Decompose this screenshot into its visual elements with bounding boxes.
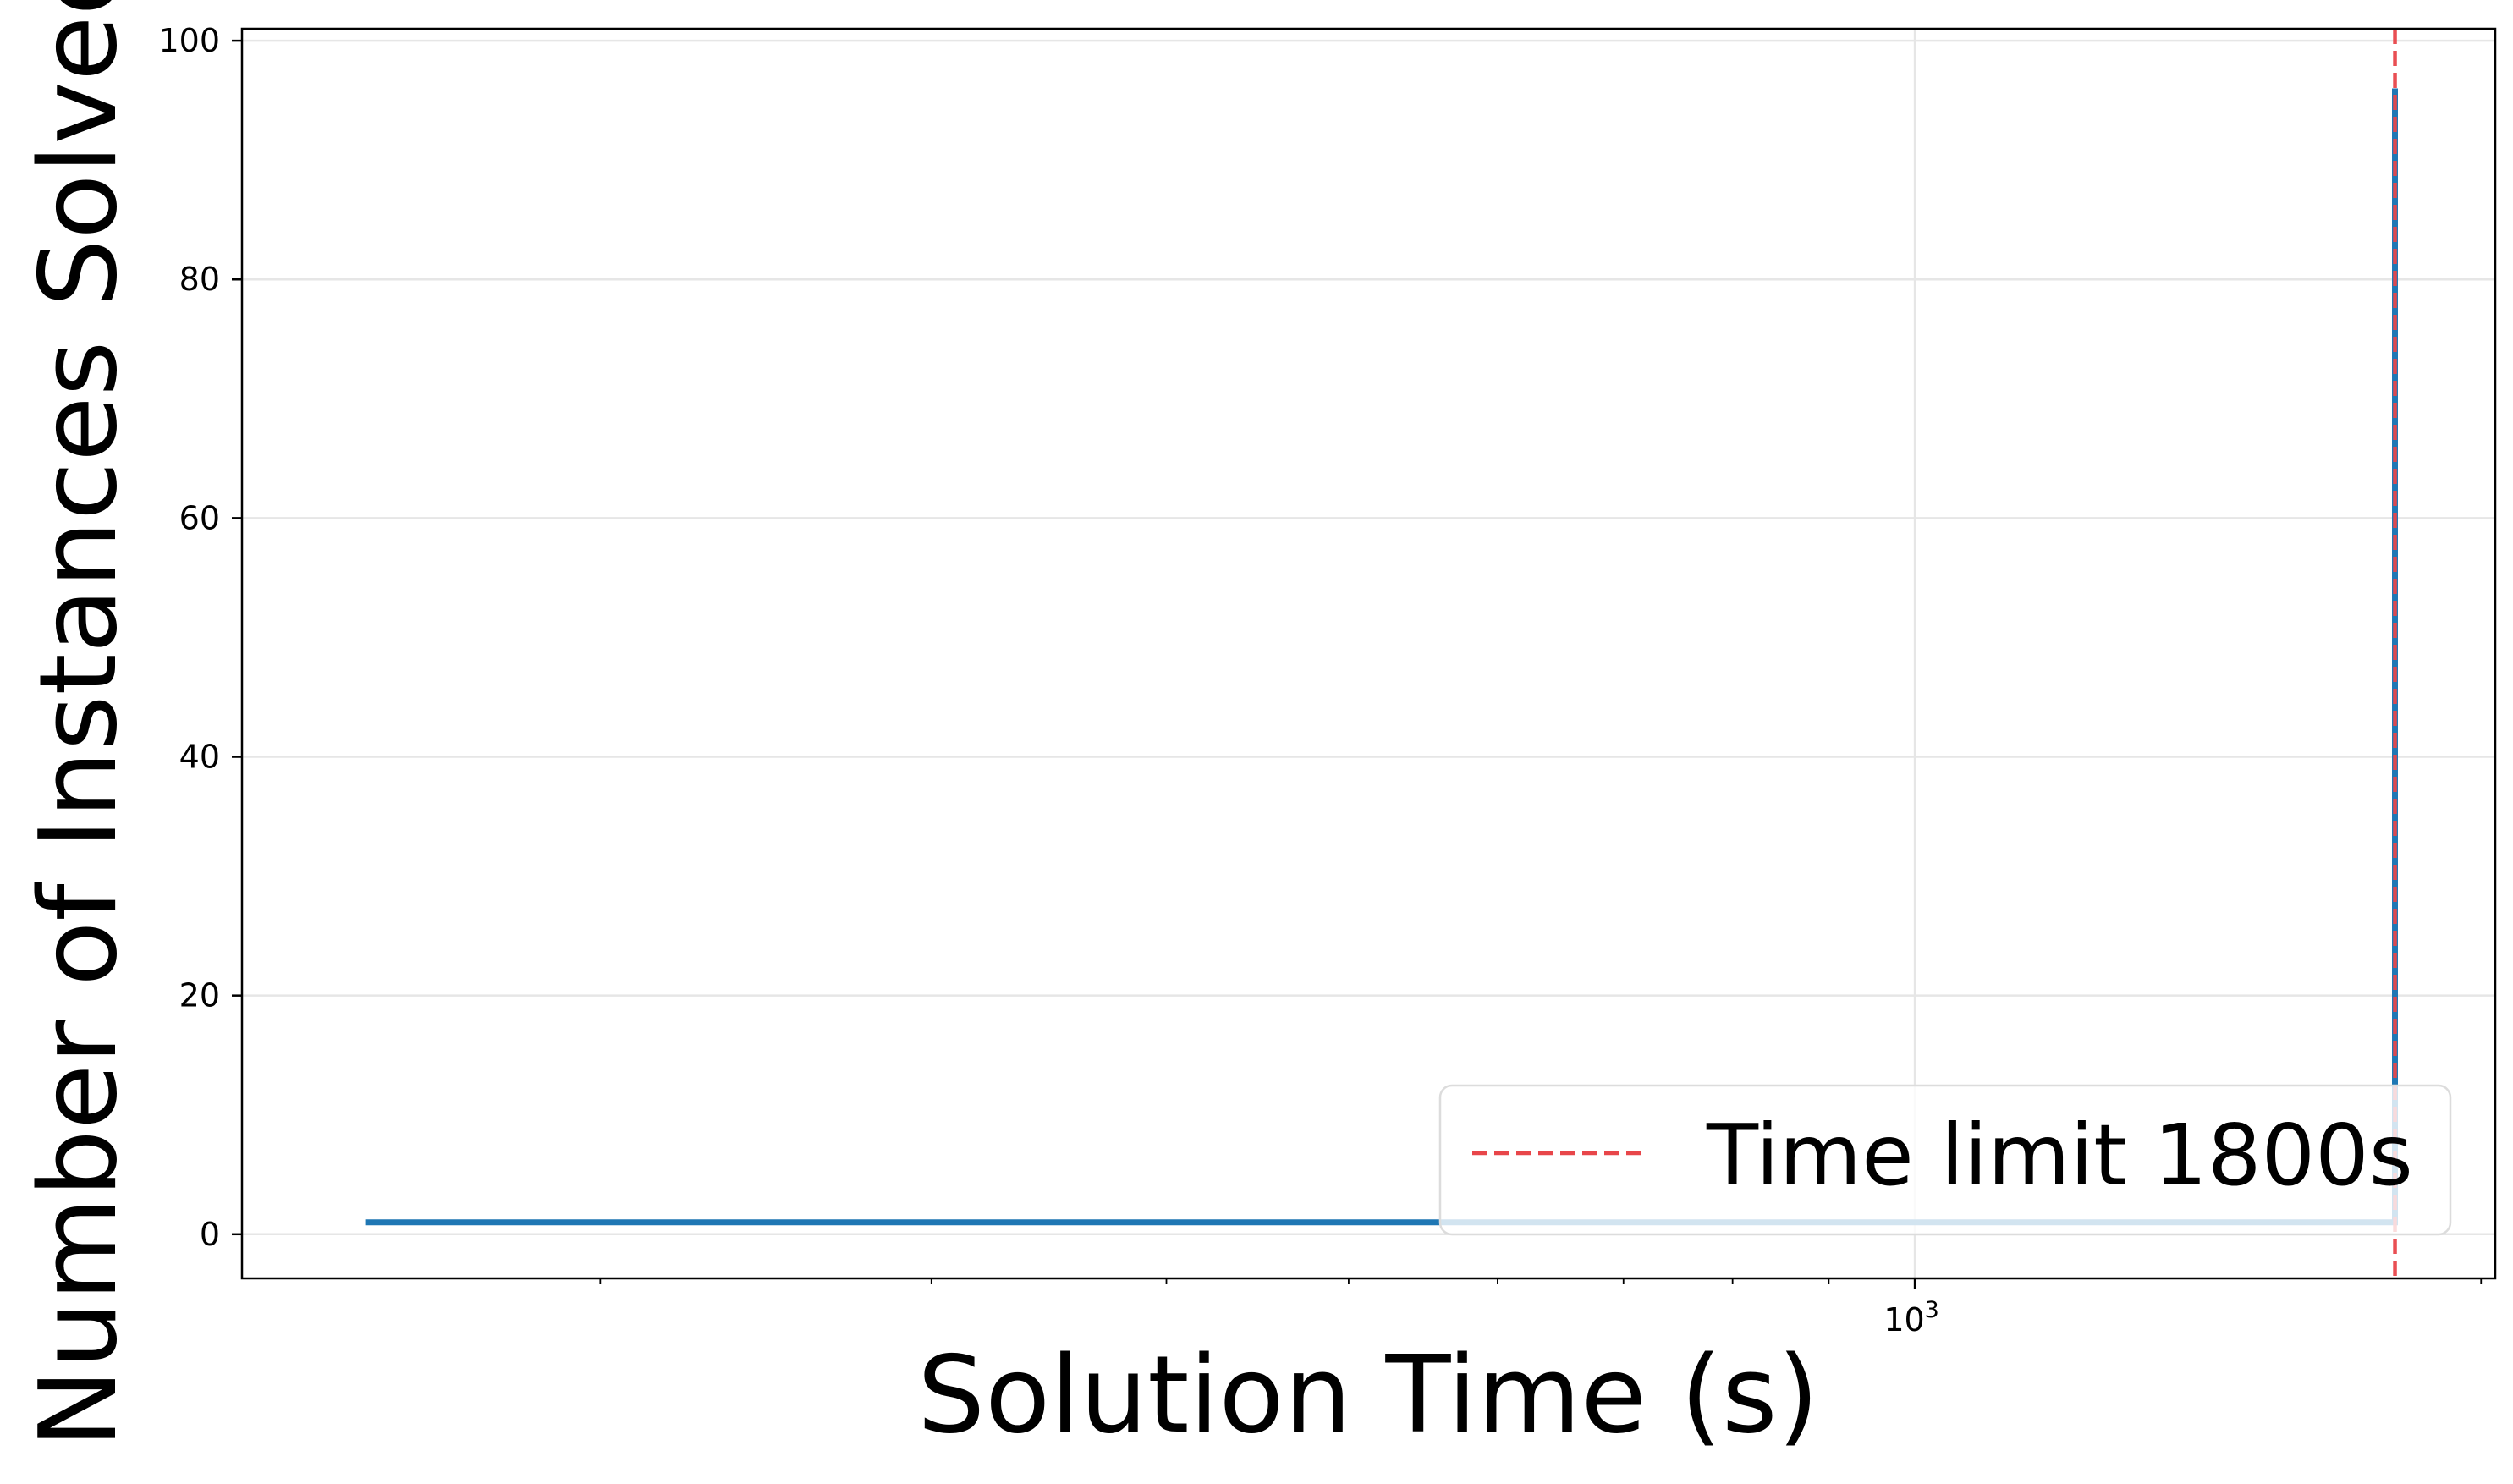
y-tick-label: 20	[179, 977, 220, 1014]
y-axis: 0 20 40 60 80 100	[158, 22, 242, 1253]
y-tick-label: 80	[179, 261, 220, 298]
y-axis-title: Number of Instances Solved	[16, 0, 140, 1448]
legend-label-time-limit: Time limit 1800s	[1706, 1106, 2413, 1205]
legend-box	[1438, 1084, 2452, 1236]
y-tick-label: 40	[179, 739, 220, 776]
y-tick-label: 60	[179, 499, 220, 536]
x-axis-title: Solution Time (s)	[917, 1333, 1819, 1457]
plot-frame	[240, 27, 2497, 1280]
legend: Time limit 1800s	[1438, 1084, 2452, 1236]
y-tick-label: 100	[158, 22, 220, 59]
y-tick-label: 0	[200, 1216, 220, 1253]
